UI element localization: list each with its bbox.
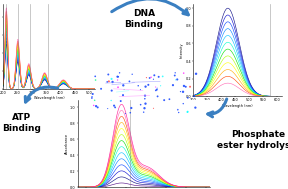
X-axis label: Wavelength (nm): Wavelength (nm) [222,104,253,108]
Point [151,107,156,110]
Point [123,112,128,115]
Point [117,71,122,74]
Point [151,78,156,81]
Point [90,97,94,100]
Text: DNA
Binding: DNA Binding [125,9,163,29]
Point [141,111,146,114]
Point [115,78,120,81]
Point [155,95,160,98]
Point [93,78,98,81]
Point [109,99,113,102]
Point [147,77,152,80]
Point [188,85,192,88]
FancyArrowPatch shape [112,0,188,15]
Point [142,107,147,110]
Point [155,88,159,91]
Point [115,75,120,78]
Point [176,111,181,114]
Point [90,95,94,98]
Point [175,78,179,81]
Point [109,77,114,80]
Point [167,98,172,101]
Point [138,88,143,91]
Point [118,100,123,103]
Point [156,75,161,78]
Point [127,80,132,83]
Point [175,108,180,111]
Point [112,104,116,107]
FancyArrowPatch shape [208,99,227,117]
Point [99,87,103,90]
Point [153,85,158,88]
Point [155,87,160,90]
Point [121,84,126,87]
Point [149,78,154,81]
Point [181,102,185,105]
X-axis label: Wavelength (nm): Wavelength (nm) [34,96,64,100]
Point [162,99,166,102]
Point [154,89,158,92]
Point [149,76,153,79]
Point [192,94,197,98]
Point [143,94,147,97]
Point [138,103,143,106]
Point [90,92,95,95]
Point [106,73,111,76]
Point [182,84,186,88]
Point [113,106,118,109]
Point [181,90,185,93]
Point [128,111,132,114]
Point [91,108,96,111]
Point [160,75,165,78]
Point [173,71,177,74]
Point [109,89,114,92]
Text: ATP
Binding: ATP Binding [2,113,41,132]
Point [146,87,150,90]
Point [194,72,198,75]
Point [94,98,99,101]
Point [185,96,190,99]
Text: Phosphate
ester hydrolysis: Phosphate ester hydrolysis [217,130,288,149]
Point [146,83,151,86]
Point [183,85,188,88]
Point [94,105,98,108]
Point [91,104,96,107]
Point [93,75,98,78]
Point [171,84,175,87]
Point [95,106,100,109]
Point [116,86,120,89]
Point [116,75,121,78]
Point [181,72,186,75]
Point [193,106,198,109]
Point [92,99,97,102]
Point [136,84,141,87]
Y-axis label: Intensity: Intensity [180,42,184,58]
Point [173,78,178,81]
Point [178,90,183,93]
Point [105,80,109,83]
Point [105,107,110,110]
Point [122,88,126,91]
Point [173,74,177,77]
Point [158,84,163,87]
FancyArrowPatch shape [25,87,58,102]
Point [185,111,190,114]
Point [143,85,148,88]
Point [152,74,157,77]
Point [143,102,148,105]
Point [185,110,190,113]
Point [175,108,179,111]
Point [107,80,111,83]
Point [130,73,134,76]
Point [121,94,125,97]
Point [143,97,147,100]
Point [129,106,134,109]
Point [110,81,115,84]
Y-axis label: Absorbance: Absorbance [65,133,69,154]
Point [144,76,149,79]
